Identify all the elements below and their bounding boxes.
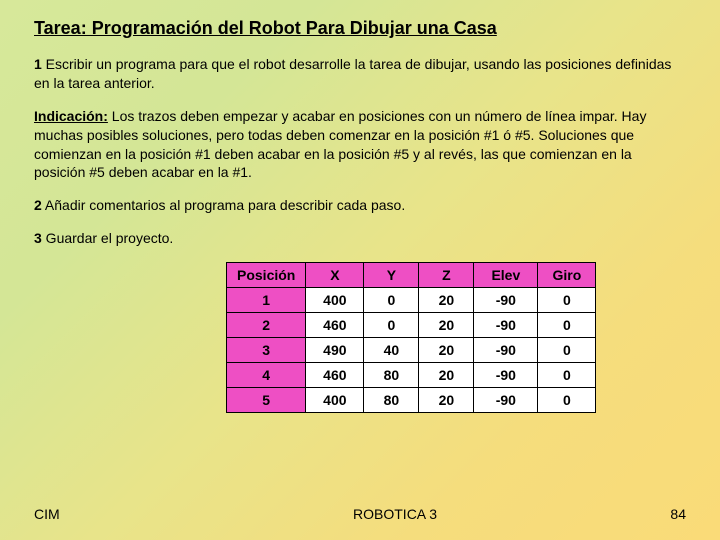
hint-label: Indicación: bbox=[34, 108, 108, 124]
cell-x: 460 bbox=[306, 363, 364, 388]
hint-text: Los trazos deben empezar y acabar en pos… bbox=[34, 108, 646, 181]
page-footer: CIM ROBOTICA 3 84 bbox=[34, 506, 686, 522]
task-1: 1 Escribir un programa para que el robot… bbox=[34, 55, 686, 93]
cell-x: 400 bbox=[306, 388, 364, 413]
col-header-x: X bbox=[306, 263, 364, 288]
cell-giro: 0 bbox=[538, 363, 596, 388]
col-header-posicion: Posición bbox=[227, 263, 306, 288]
task-2-number: 2 bbox=[34, 197, 42, 213]
task-2: 2 Añadir comentarios al programa para de… bbox=[34, 196, 686, 215]
table-row: 3 490 40 20 -90 0 bbox=[227, 338, 596, 363]
cell-elev: -90 bbox=[474, 388, 538, 413]
table-row: 1 400 0 20 -90 0 bbox=[227, 288, 596, 313]
col-header-elev: Elev bbox=[474, 263, 538, 288]
table-row: 4 460 80 20 -90 0 bbox=[227, 363, 596, 388]
cell-elev: -90 bbox=[474, 338, 538, 363]
table-row: 2 460 0 20 -90 0 bbox=[227, 313, 596, 338]
cell-elev: -90 bbox=[474, 288, 538, 313]
footer-left: CIM bbox=[34, 506, 60, 522]
cell-z: 20 bbox=[419, 338, 474, 363]
cell-z: 20 bbox=[419, 363, 474, 388]
cell-pos: 1 bbox=[227, 288, 306, 313]
col-header-giro: Giro bbox=[538, 263, 596, 288]
table-row: 5 400 80 20 -90 0 bbox=[227, 388, 596, 413]
cell-y: 80 bbox=[364, 363, 419, 388]
cell-x: 490 bbox=[306, 338, 364, 363]
cell-z: 20 bbox=[419, 388, 474, 413]
cell-giro: 0 bbox=[538, 313, 596, 338]
table-header-row: Posición X Y Z Elev Giro bbox=[227, 263, 596, 288]
cell-elev: -90 bbox=[474, 313, 538, 338]
page-content: Tarea: Programación del Robot Para Dibuj… bbox=[0, 0, 720, 413]
cell-y: 0 bbox=[364, 288, 419, 313]
cell-z: 20 bbox=[419, 313, 474, 338]
task-2-text: Añadir comentarios al programa para desc… bbox=[42, 197, 405, 213]
col-header-z: Z bbox=[419, 263, 474, 288]
col-header-y: Y bbox=[364, 263, 419, 288]
task-3-number: 3 bbox=[34, 230, 42, 246]
task-1-text: Escribir un programa para que el robot d… bbox=[34, 56, 671, 91]
hint-paragraph: Indicación: Los trazos deben empezar y a… bbox=[34, 107, 686, 183]
footer-right: 84 bbox=[670, 506, 686, 522]
cell-y: 0 bbox=[364, 313, 419, 338]
cell-pos: 3 bbox=[227, 338, 306, 363]
cell-pos: 4 bbox=[227, 363, 306, 388]
cell-pos: 2 bbox=[227, 313, 306, 338]
cell-pos: 5 bbox=[227, 388, 306, 413]
cell-elev: -90 bbox=[474, 363, 538, 388]
cell-giro: 0 bbox=[538, 388, 596, 413]
task-3: 3 Guardar el proyecto. bbox=[34, 229, 686, 248]
positions-table: Posición X Y Z Elev Giro 1 400 0 20 -90 … bbox=[226, 262, 596, 413]
page-title: Tarea: Programación del Robot Para Dibuj… bbox=[34, 18, 686, 39]
cell-giro: 0 bbox=[538, 288, 596, 313]
cell-x: 460 bbox=[306, 313, 364, 338]
cell-y: 40 bbox=[364, 338, 419, 363]
cell-y: 80 bbox=[364, 388, 419, 413]
task-3-text: Guardar el proyecto. bbox=[42, 230, 174, 246]
cell-giro: 0 bbox=[538, 338, 596, 363]
cell-x: 400 bbox=[306, 288, 364, 313]
task-1-number: 1 bbox=[34, 56, 42, 72]
footer-center: ROBOTICA 3 bbox=[120, 506, 671, 522]
cell-z: 20 bbox=[419, 288, 474, 313]
